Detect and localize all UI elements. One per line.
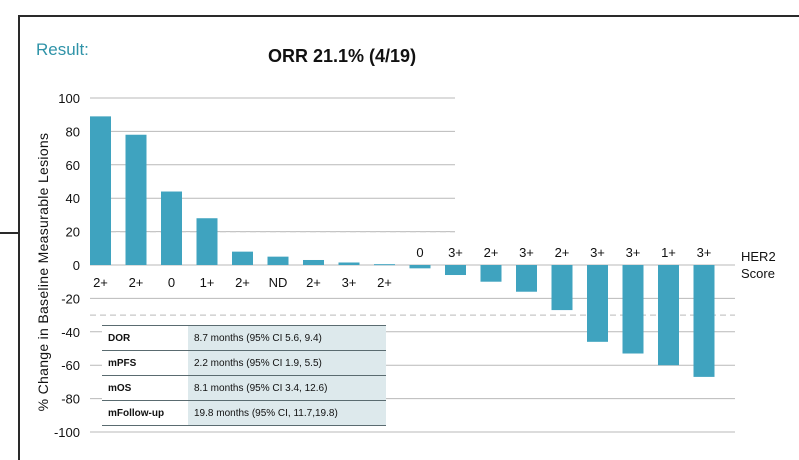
her2-score-label: 3+ bbox=[448, 245, 463, 260]
bar bbox=[587, 265, 608, 342]
y-tick-label: -100 bbox=[54, 425, 80, 440]
row-value-mos: 8.1 months (95% CI 3.4, 12.6) bbox=[188, 375, 386, 401]
bar bbox=[445, 265, 466, 276]
row-label-mos: mOS bbox=[102, 375, 188, 401]
y-tick-labels: 100 80 60 40 20 0 -20 -40 -60 -80 -100 bbox=[54, 91, 80, 440]
her2-score-label: 2+ bbox=[555, 245, 570, 260]
row-value-mfollow-up: 19.8 months (95% CI, 11.7,19.8) bbox=[188, 400, 386, 426]
bars bbox=[90, 116, 715, 377]
bar bbox=[267, 256, 289, 265]
y-tick-label: 40 bbox=[66, 191, 80, 206]
bar bbox=[90, 116, 111, 266]
bar bbox=[622, 265, 644, 354]
bar bbox=[480, 265, 502, 282]
bar bbox=[125, 134, 147, 265]
table-row: mFollow-up 19.8 months (95% CI, 11.7,19.… bbox=[102, 400, 386, 426]
y-tick-label: 60 bbox=[66, 158, 80, 173]
bar bbox=[551, 265, 573, 311]
her2-score-label: 1+ bbox=[661, 245, 676, 260]
her2-score-label: ND bbox=[269, 275, 288, 290]
her2-score-label: 2+ bbox=[306, 275, 321, 290]
her2-score-label: 2+ bbox=[235, 275, 250, 290]
y-tick-label: -40 bbox=[61, 325, 80, 340]
bar bbox=[196, 218, 218, 265]
her2-score-label: 3+ bbox=[590, 245, 605, 260]
row-value-dor: 8.7 months (95% CI 5.6, 9.4) bbox=[188, 325, 386, 351]
y-tick-label: 0 bbox=[73, 258, 80, 273]
bar bbox=[374, 264, 395, 266]
bar bbox=[658, 265, 679, 366]
row-label-mpfs: mPFS bbox=[102, 350, 188, 376]
bar bbox=[303, 259, 324, 265]
y-tick-label: 20 bbox=[66, 225, 80, 240]
her2-score-label: 3+ bbox=[342, 275, 357, 290]
table-row: DOR 8.7 months (95% CI 5.6, 9.4) bbox=[102, 325, 386, 351]
her2-score-label: 3+ bbox=[626, 245, 641, 260]
y-axis-label: % Change in Baseline Measurable Lesions bbox=[35, 133, 51, 412]
her2-score-label: 0 bbox=[416, 245, 423, 260]
figure-frame bbox=[18, 15, 799, 460]
her2-score-label: 3+ bbox=[697, 245, 712, 260]
bar bbox=[516, 265, 537, 292]
her2-score-label: 2+ bbox=[377, 275, 392, 290]
row-label-mfollow-up: mFollow-up bbox=[102, 400, 188, 426]
chart-title: ORR 21.1% (4/19) bbox=[268, 46, 416, 66]
her2-axis-label-line2: Score bbox=[741, 266, 775, 281]
her2-score-label: 0 bbox=[168, 275, 175, 290]
row-label-dor: DOR bbox=[102, 325, 188, 351]
her2-score-label: 2+ bbox=[129, 275, 144, 290]
her2-axis-label-line1: HER2 bbox=[741, 249, 776, 264]
frame-divider bbox=[0, 232, 19, 234]
table-row: mPFS 2.2 months (95% CI 1.9, 5.5) bbox=[102, 350, 386, 376]
y-tick-label: 100 bbox=[58, 91, 80, 106]
her2-score-label: 2+ bbox=[93, 275, 108, 290]
y-tick-label: -80 bbox=[61, 392, 80, 407]
her2-score-label: 1+ bbox=[200, 275, 215, 290]
y-tick-label: 80 bbox=[66, 124, 80, 139]
her2-score-label: 3+ bbox=[519, 245, 534, 260]
row-value-mpfs: 2.2 months (95% CI 1.9, 5.5) bbox=[188, 350, 386, 376]
summary-table: DOR 8.7 months (95% CI 5.6, 9.4) mPFS 2.… bbox=[102, 325, 386, 426]
bar bbox=[232, 251, 253, 265]
bar bbox=[409, 265, 431, 269]
bar bbox=[693, 265, 715, 377]
her2-score-labels: 2+ 2+ 0 1+ 2+ ND 2+ 3+ 2+ 0 3+ 2+ 3+ 2+ 3+ 3+ 1+ 3+ bbox=[93, 245, 711, 290]
table-row: mOS 8.1 months (95% CI 3.4, 12.6) bbox=[102, 375, 386, 401]
result-label: Result: bbox=[36, 40, 89, 59]
reference-lines bbox=[90, 230, 735, 316]
bar bbox=[161, 191, 182, 265]
y-tick-label: -60 bbox=[61, 358, 80, 373]
bar bbox=[338, 262, 360, 265]
her2-score-label: 2+ bbox=[484, 245, 499, 260]
y-tick-label: -20 bbox=[61, 291, 80, 306]
